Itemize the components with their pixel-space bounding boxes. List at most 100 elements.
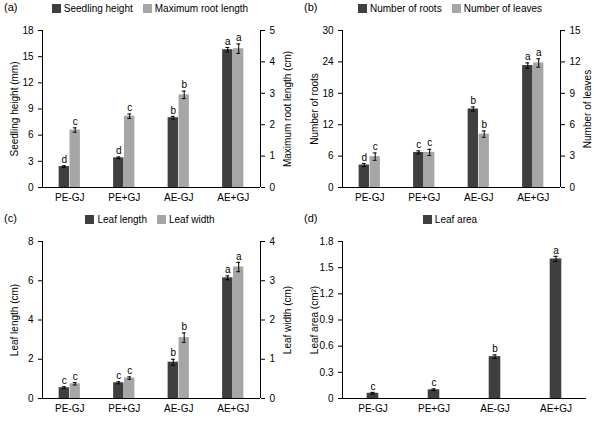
svg-text:15: 15 [570, 25, 582, 36]
svg-text:a: a [553, 245, 559, 256]
svg-text:PE+GJ: PE+GJ [108, 403, 140, 414]
svg-text:9: 9 [570, 88, 576, 99]
svg-text:PE+GJ: PE+GJ [408, 192, 440, 203]
svg-text:0.3: 0.3 [320, 367, 334, 378]
svg-text:AE-GJ: AE-GJ [464, 192, 493, 203]
svg-text:c: c [62, 375, 67, 386]
svg-text:Number of leaves: Number of leaves [582, 70, 593, 148]
svg-text:a: a [225, 264, 231, 275]
html-text:Number of leaves: Number of leaves [463, 2, 542, 14]
svg-text:5: 5 [270, 25, 276, 36]
svg-text:PE+GJ: PE+GJ [108, 192, 140, 203]
svg-text:1: 1 [270, 150, 276, 161]
svg-text:1.8: 1.8 [320, 236, 334, 247]
svg-text:12: 12 [22, 77, 34, 88]
svg-text:PE-GJ: PE-GJ [358, 403, 387, 414]
svg-text:a: a [236, 32, 242, 43]
svg-text:c: c [73, 371, 78, 382]
svg-text:4: 4 [270, 56, 276, 67]
html-text:(a): (a) [4, 1, 18, 13]
svg-text:AE+GJ: AE+GJ [517, 192, 549, 203]
svg-text:Leaf length (cm): Leaf length (cm) [9, 284, 20, 356]
svg-text:Seedling height (mm): Seedling height (mm) [9, 61, 20, 156]
svg-text:0: 0 [28, 393, 34, 404]
svg-text:8: 8 [28, 236, 34, 247]
svg-text:18: 18 [322, 88, 334, 99]
svg-text:2: 2 [270, 119, 276, 130]
svg-text:0: 0 [328, 393, 334, 404]
svg-text:c: c [371, 381, 376, 392]
svg-text:b: b [492, 343, 498, 354]
svg-text:0.6: 0.6 [320, 340, 334, 351]
svg-text:1: 1 [270, 353, 276, 364]
svg-text:b: b [181, 79, 187, 90]
svg-text:b: b [481, 119, 487, 130]
svg-text:3: 3 [570, 150, 576, 161]
svg-text:24: 24 [322, 56, 334, 67]
html-text:Seedling height: Seedling height [63, 2, 133, 14]
svg-text:0: 0 [328, 182, 334, 193]
svg-text:1.2: 1.2 [320, 288, 334, 299]
svg-text:a: a [225, 36, 231, 47]
svg-text:PE+GJ: PE+GJ [418, 403, 450, 414]
svg-text:c: c [416, 139, 421, 150]
svg-text:0: 0 [270, 182, 276, 193]
svg-text:AE-GJ: AE-GJ [480, 403, 509, 414]
svg-text:AE+GJ: AE+GJ [217, 192, 249, 203]
svg-text:30: 30 [322, 25, 334, 36]
svg-text:6: 6 [28, 275, 34, 286]
svg-text:15: 15 [22, 51, 34, 62]
svg-text:b: b [471, 95, 477, 106]
svg-text:6: 6 [570, 119, 576, 130]
svg-text:Leaf area (cm²): Leaf area (cm²) [309, 286, 320, 354]
svg-text:AE-GJ: AE-GJ [164, 403, 193, 414]
svg-text:Number of roots: Number of roots [309, 73, 320, 145]
svg-text:a: a [525, 51, 531, 62]
svg-text:d: d [362, 152, 368, 163]
svg-text:c: c [427, 137, 432, 148]
svg-text:c: c [127, 365, 132, 376]
svg-text:c: c [116, 370, 121, 381]
svg-text:c: c [432, 377, 437, 388]
svg-text:AE-GJ: AE-GJ [164, 192, 193, 203]
svg-text:1.5: 1.5 [320, 262, 334, 273]
svg-text:3: 3 [28, 156, 34, 167]
svg-text:a: a [236, 251, 242, 262]
svg-text:0: 0 [270, 393, 276, 404]
html-text:(c): (c) [4, 212, 17, 224]
svg-text:c: c [73, 116, 78, 127]
html-text:(b): (b) [304, 1, 318, 13]
svg-text:6: 6 [328, 150, 334, 161]
svg-text:d: d [116, 145, 122, 156]
svg-text:2: 2 [28, 353, 34, 364]
svg-text:d: d [62, 154, 68, 165]
svg-text:c: c [373, 141, 378, 152]
svg-text:b: b [171, 347, 177, 358]
svg-text:18: 18 [22, 25, 34, 36]
svg-text:6: 6 [28, 129, 34, 140]
svg-text:PE-GJ: PE-GJ [355, 192, 384, 203]
svg-text:0.9: 0.9 [320, 314, 334, 325]
svg-text:b: b [171, 105, 177, 116]
svg-text:AE+GJ: AE+GJ [540, 403, 572, 414]
svg-text:9: 9 [28, 103, 34, 114]
svg-text:2: 2 [270, 314, 276, 325]
svg-text:0: 0 [570, 182, 576, 193]
html-text:Maximum root length: Maximum root length [154, 2, 249, 14]
svg-text:PE-GJ: PE-GJ [55, 403, 84, 414]
svg-text:a: a [536, 47, 542, 58]
svg-text:4: 4 [270, 236, 276, 247]
svg-text:Leaf width (cm): Leaf width (cm) [282, 286, 293, 354]
svg-text:Maximum root length (cm): Maximum root length (cm) [282, 51, 293, 167]
svg-text:3: 3 [270, 88, 276, 99]
svg-text:12: 12 [570, 56, 582, 67]
svg-text:4: 4 [28, 314, 34, 325]
svg-text:3: 3 [270, 275, 276, 286]
svg-text:AE+GJ: AE+GJ [217, 403, 249, 414]
svg-text:PE-GJ: PE-GJ [55, 192, 84, 203]
svg-text:b: b [181, 321, 187, 332]
svg-text:12: 12 [322, 119, 334, 130]
svg-text:c: c [127, 102, 132, 113]
html-text:Number of roots: Number of roots [370, 2, 442, 14]
svg-text:0: 0 [28, 182, 34, 193]
